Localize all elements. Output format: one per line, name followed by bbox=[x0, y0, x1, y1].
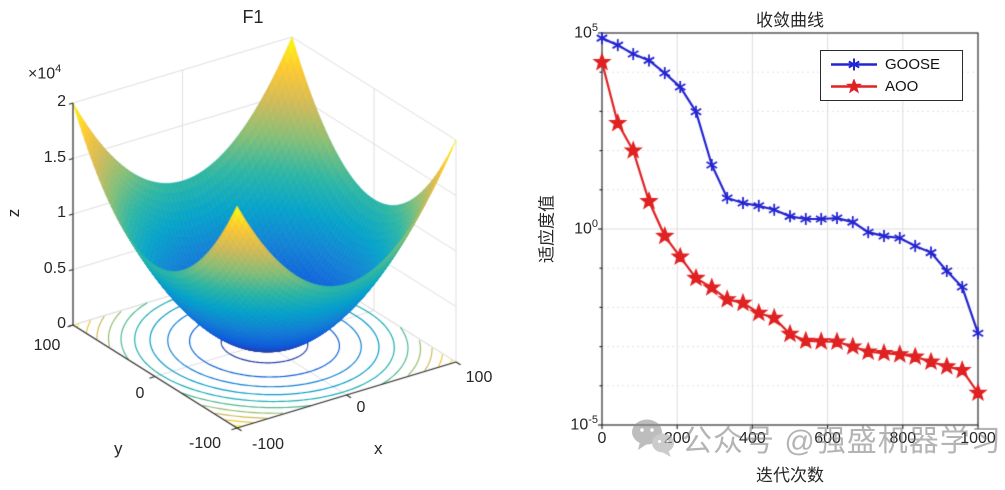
legend-pentagram-icon bbox=[831, 79, 877, 94]
x-tick-label: 0 bbox=[597, 430, 607, 447]
legend-asterisk-icon bbox=[831, 58, 877, 71]
z-axis-label: z bbox=[4, 208, 23, 218]
legend-item-aoo[interactable]: AOO bbox=[827, 78, 962, 95]
y-tick-label: 10-5 bbox=[570, 414, 598, 434]
legend-label: AOO bbox=[885, 78, 919, 95]
right-x-axis-label: 迭代次数 bbox=[756, 466, 824, 485]
y-tick-label: 100 bbox=[574, 218, 598, 238]
left-plot-title: F1 bbox=[242, 7, 264, 27]
x-tick-label: -100 bbox=[251, 436, 285, 453]
x-tick-label: 200 bbox=[663, 430, 691, 447]
y-tick-label: 0 bbox=[135, 385, 145, 402]
y-tick-label: -100 bbox=[188, 435, 222, 452]
x-tick-label: 800 bbox=[889, 430, 917, 447]
x-tick-label: 100 bbox=[465, 369, 493, 386]
legend-box: GOOSE AOO bbox=[820, 50, 963, 101]
y-axis-label: y bbox=[114, 439, 123, 458]
legend-label: GOOSE bbox=[885, 56, 941, 73]
z-tick-label: 0.5 bbox=[43, 259, 66, 277]
z-tick-label: 1.5 bbox=[43, 148, 66, 166]
z-scale-label: ×104 bbox=[28, 63, 62, 83]
x-tick-label: 0 bbox=[356, 399, 366, 416]
right-plot-title: 收敛曲线 bbox=[756, 11, 824, 30]
x-axis-label: x bbox=[374, 439, 383, 458]
x-tick-label: 1000 bbox=[960, 430, 996, 447]
z-tick-label: 2 bbox=[57, 93, 66, 110]
x-tick-label: 400 bbox=[739, 430, 766, 447]
y-tick-label: 105 bbox=[574, 22, 598, 42]
legend-item-goose[interactable]: GOOSE bbox=[827, 56, 962, 73]
z-tick-label: 0 bbox=[57, 315, 66, 332]
right-y-axis-label: 适应度值 bbox=[537, 195, 557, 263]
z-tick-label: 1 bbox=[57, 204, 66, 221]
y-tick-label: 100 bbox=[33, 337, 61, 354]
x-tick-label: 600 bbox=[814, 430, 841, 447]
